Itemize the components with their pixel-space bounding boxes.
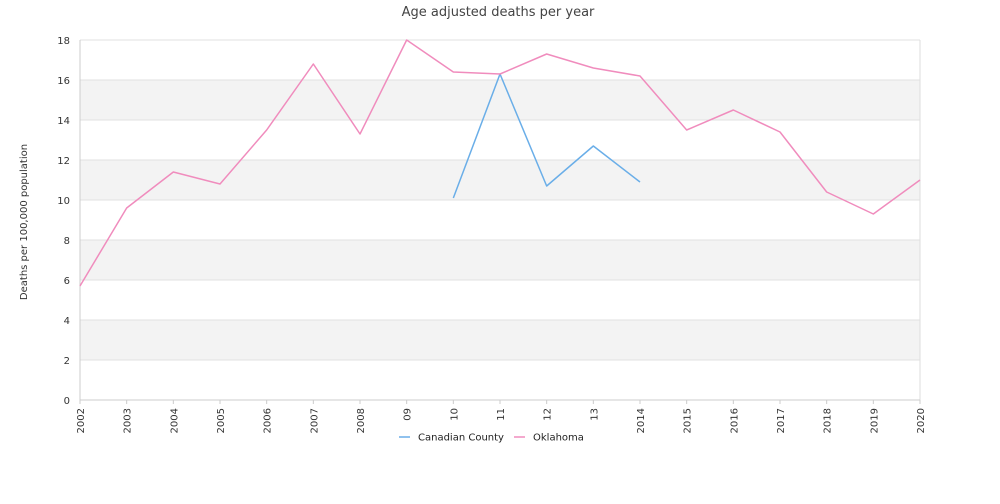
data-point-oklahoma[interactable] <box>544 52 549 57</box>
data-point-oklahoma[interactable] <box>731 108 736 113</box>
x-tick-label: 13 <box>589 408 600 421</box>
x-tick-label: 2016 <box>729 408 740 433</box>
x-tick-label: 2019 <box>869 408 880 433</box>
grid-lines <box>80 39 920 401</box>
x-tick-label: 2018 <box>823 408 834 433</box>
data-point-canadian-county[interactable] <box>591 144 596 149</box>
x-tick-label: 12 <box>543 408 554 421</box>
data-point-oklahoma[interactable] <box>404 38 409 43</box>
y-tick-label: 0 <box>64 396 70 407</box>
y-tick-label: 14 <box>57 116 70 127</box>
x-tick-label: 2002 <box>76 408 87 433</box>
grid-bands <box>80 40 920 400</box>
x-tick-label: 2014 <box>636 408 647 433</box>
y-tick-label: 12 <box>57 156 70 167</box>
series-line-canadian-county <box>452 73 641 199</box>
series-lines <box>78 38 923 289</box>
data-point-oklahoma[interactable] <box>918 178 923 183</box>
x-tick-label: 2005 <box>216 408 227 433</box>
y-tick-label: 4 <box>64 316 70 327</box>
x-tick-label: 2007 <box>309 408 320 433</box>
legend-label: Oklahoma <box>533 433 584 444</box>
series-line-oklahoma <box>79 39 921 287</box>
data-point-oklahoma[interactable] <box>78 284 83 289</box>
data-point-canadian-county[interactable] <box>544 184 549 189</box>
data-point-oklahoma[interactable] <box>871 212 876 217</box>
data-point-oklahoma[interactable] <box>358 132 363 137</box>
legend-item-oklahoma[interactable]: Oklahoma <box>514 433 584 444</box>
x-tick-label: 2008 <box>356 408 367 433</box>
x-tick-label: 2015 <box>683 408 694 433</box>
x-tick-label: 10 <box>449 408 460 421</box>
data-point-canadian-county[interactable] <box>451 196 456 201</box>
y-tick-label: 18 <box>57 36 70 47</box>
x-tick-label: 2003 <box>123 408 134 433</box>
data-point-oklahoma[interactable] <box>171 170 176 175</box>
x-tick-label: 09 <box>403 408 414 421</box>
y-tick-label: 16 <box>57 76 70 87</box>
y-tick-label: 8 <box>64 236 70 247</box>
grid-band <box>80 80 920 120</box>
x-tick-label: 2004 <box>169 408 180 433</box>
x-tick-label: 2017 <box>776 408 787 433</box>
y-tick-label: 6 <box>64 276 70 287</box>
y-tick-label: 2 <box>64 356 70 367</box>
axes: 0 2 4 6 8 10 12 14 16 18 2002 2003 2004 2005 2006 2007 2… <box>57 36 927 433</box>
data-point-oklahoma[interactable] <box>311 62 316 67</box>
grid-band <box>80 160 920 200</box>
chart-title: Age adjusted deaths per year <box>402 5 595 20</box>
data-point-oklahoma[interactable] <box>498 72 503 77</box>
grid-band <box>80 320 920 360</box>
data-point-oklahoma[interactable] <box>591 66 596 71</box>
data-point-oklahoma[interactable] <box>218 182 223 187</box>
x-tick-label: 11 <box>496 408 507 421</box>
y-axis-label: Deaths per 100,000 population <box>19 144 30 300</box>
legend[interactable]: Canadian County Oklahoma <box>399 433 584 444</box>
data-point-oklahoma[interactable] <box>264 128 269 133</box>
x-tick-label: 2006 <box>263 408 274 433</box>
legend-item-canadian-county[interactable]: Canadian County <box>399 433 504 444</box>
data-point-oklahoma[interactable] <box>684 128 689 133</box>
data-point-oklahoma[interactable] <box>451 70 456 75</box>
y-tick-label: 10 <box>57 196 70 207</box>
legend-label: Canadian County <box>418 433 504 444</box>
grid-band <box>80 240 920 280</box>
data-point-oklahoma[interactable] <box>124 206 129 211</box>
x-tick-label: 2020 <box>916 408 927 433</box>
data-point-oklahoma[interactable] <box>638 74 643 79</box>
data-point-canadian-county[interactable] <box>638 180 643 185</box>
data-point-oklahoma[interactable] <box>778 130 783 135</box>
data-point-oklahoma[interactable] <box>824 190 829 195</box>
